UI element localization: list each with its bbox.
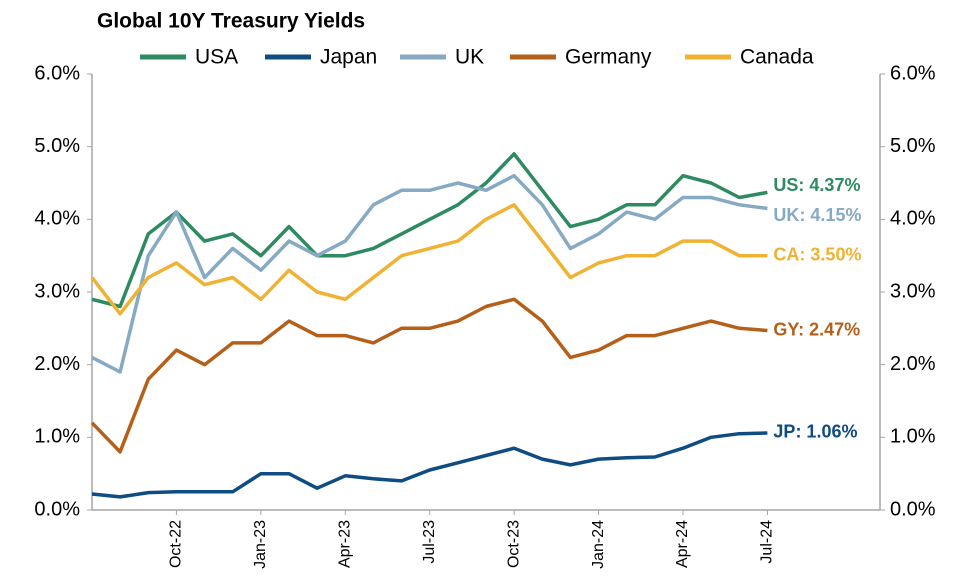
x-tick-label: Oct-23 [505,520,522,568]
y-tick-label: 3.0% [34,280,80,302]
end-label: US: 4.37% [773,175,860,195]
legend-label: UK [455,46,484,69]
y2-tick-label: 5.0% [890,135,936,157]
end-label: JP: 1.06% [773,422,857,442]
y-tick-label: 5.0% [34,135,80,157]
end-label: CA: 3.50% [773,244,861,264]
series-line [90,203,768,316]
x-tick-label: Jan-24 [590,520,607,569]
legend-label: Canada [740,46,814,69]
series-line [90,297,768,454]
legend-label: Japan [320,46,377,69]
y-tick-label: 2.0% [34,353,80,375]
y2-tick-label: 2.0% [890,353,936,375]
y2-tick-label: 6.0% [890,62,936,84]
x-tick-label: Jul-24 [759,520,776,564]
end-label: GY: 2.47% [773,319,860,339]
series-line [91,173,768,374]
x-tick-label: Jan-23 [252,520,269,569]
y-tick-label: 4.0% [34,208,80,230]
series-line [91,431,768,499]
y2-tick-label: 4.0% [890,208,936,230]
series-line [91,152,768,309]
x-tick-label: Jul-23 [421,520,438,564]
x-tick-label: Apr-23 [337,520,354,568]
x-tick-label: Apr-24 [674,520,691,568]
y-tick-label: 0.0% [34,498,80,520]
y2-tick-label: 1.0% [890,426,936,448]
legend-label: USA [195,46,238,69]
legend-label: Germany [565,46,652,69]
end-label: UK: 4.15% [773,205,861,225]
y2-tick-label: 0.0% [890,498,936,520]
y2-tick-label: 3.0% [890,280,936,302]
y-tick-label: 1.0% [34,426,80,448]
y-tick-label: 6.0% [34,62,80,84]
chart-title: Global 10Y Treasury Yields [97,10,365,33]
x-tick-label: Oct-22 [168,520,185,568]
